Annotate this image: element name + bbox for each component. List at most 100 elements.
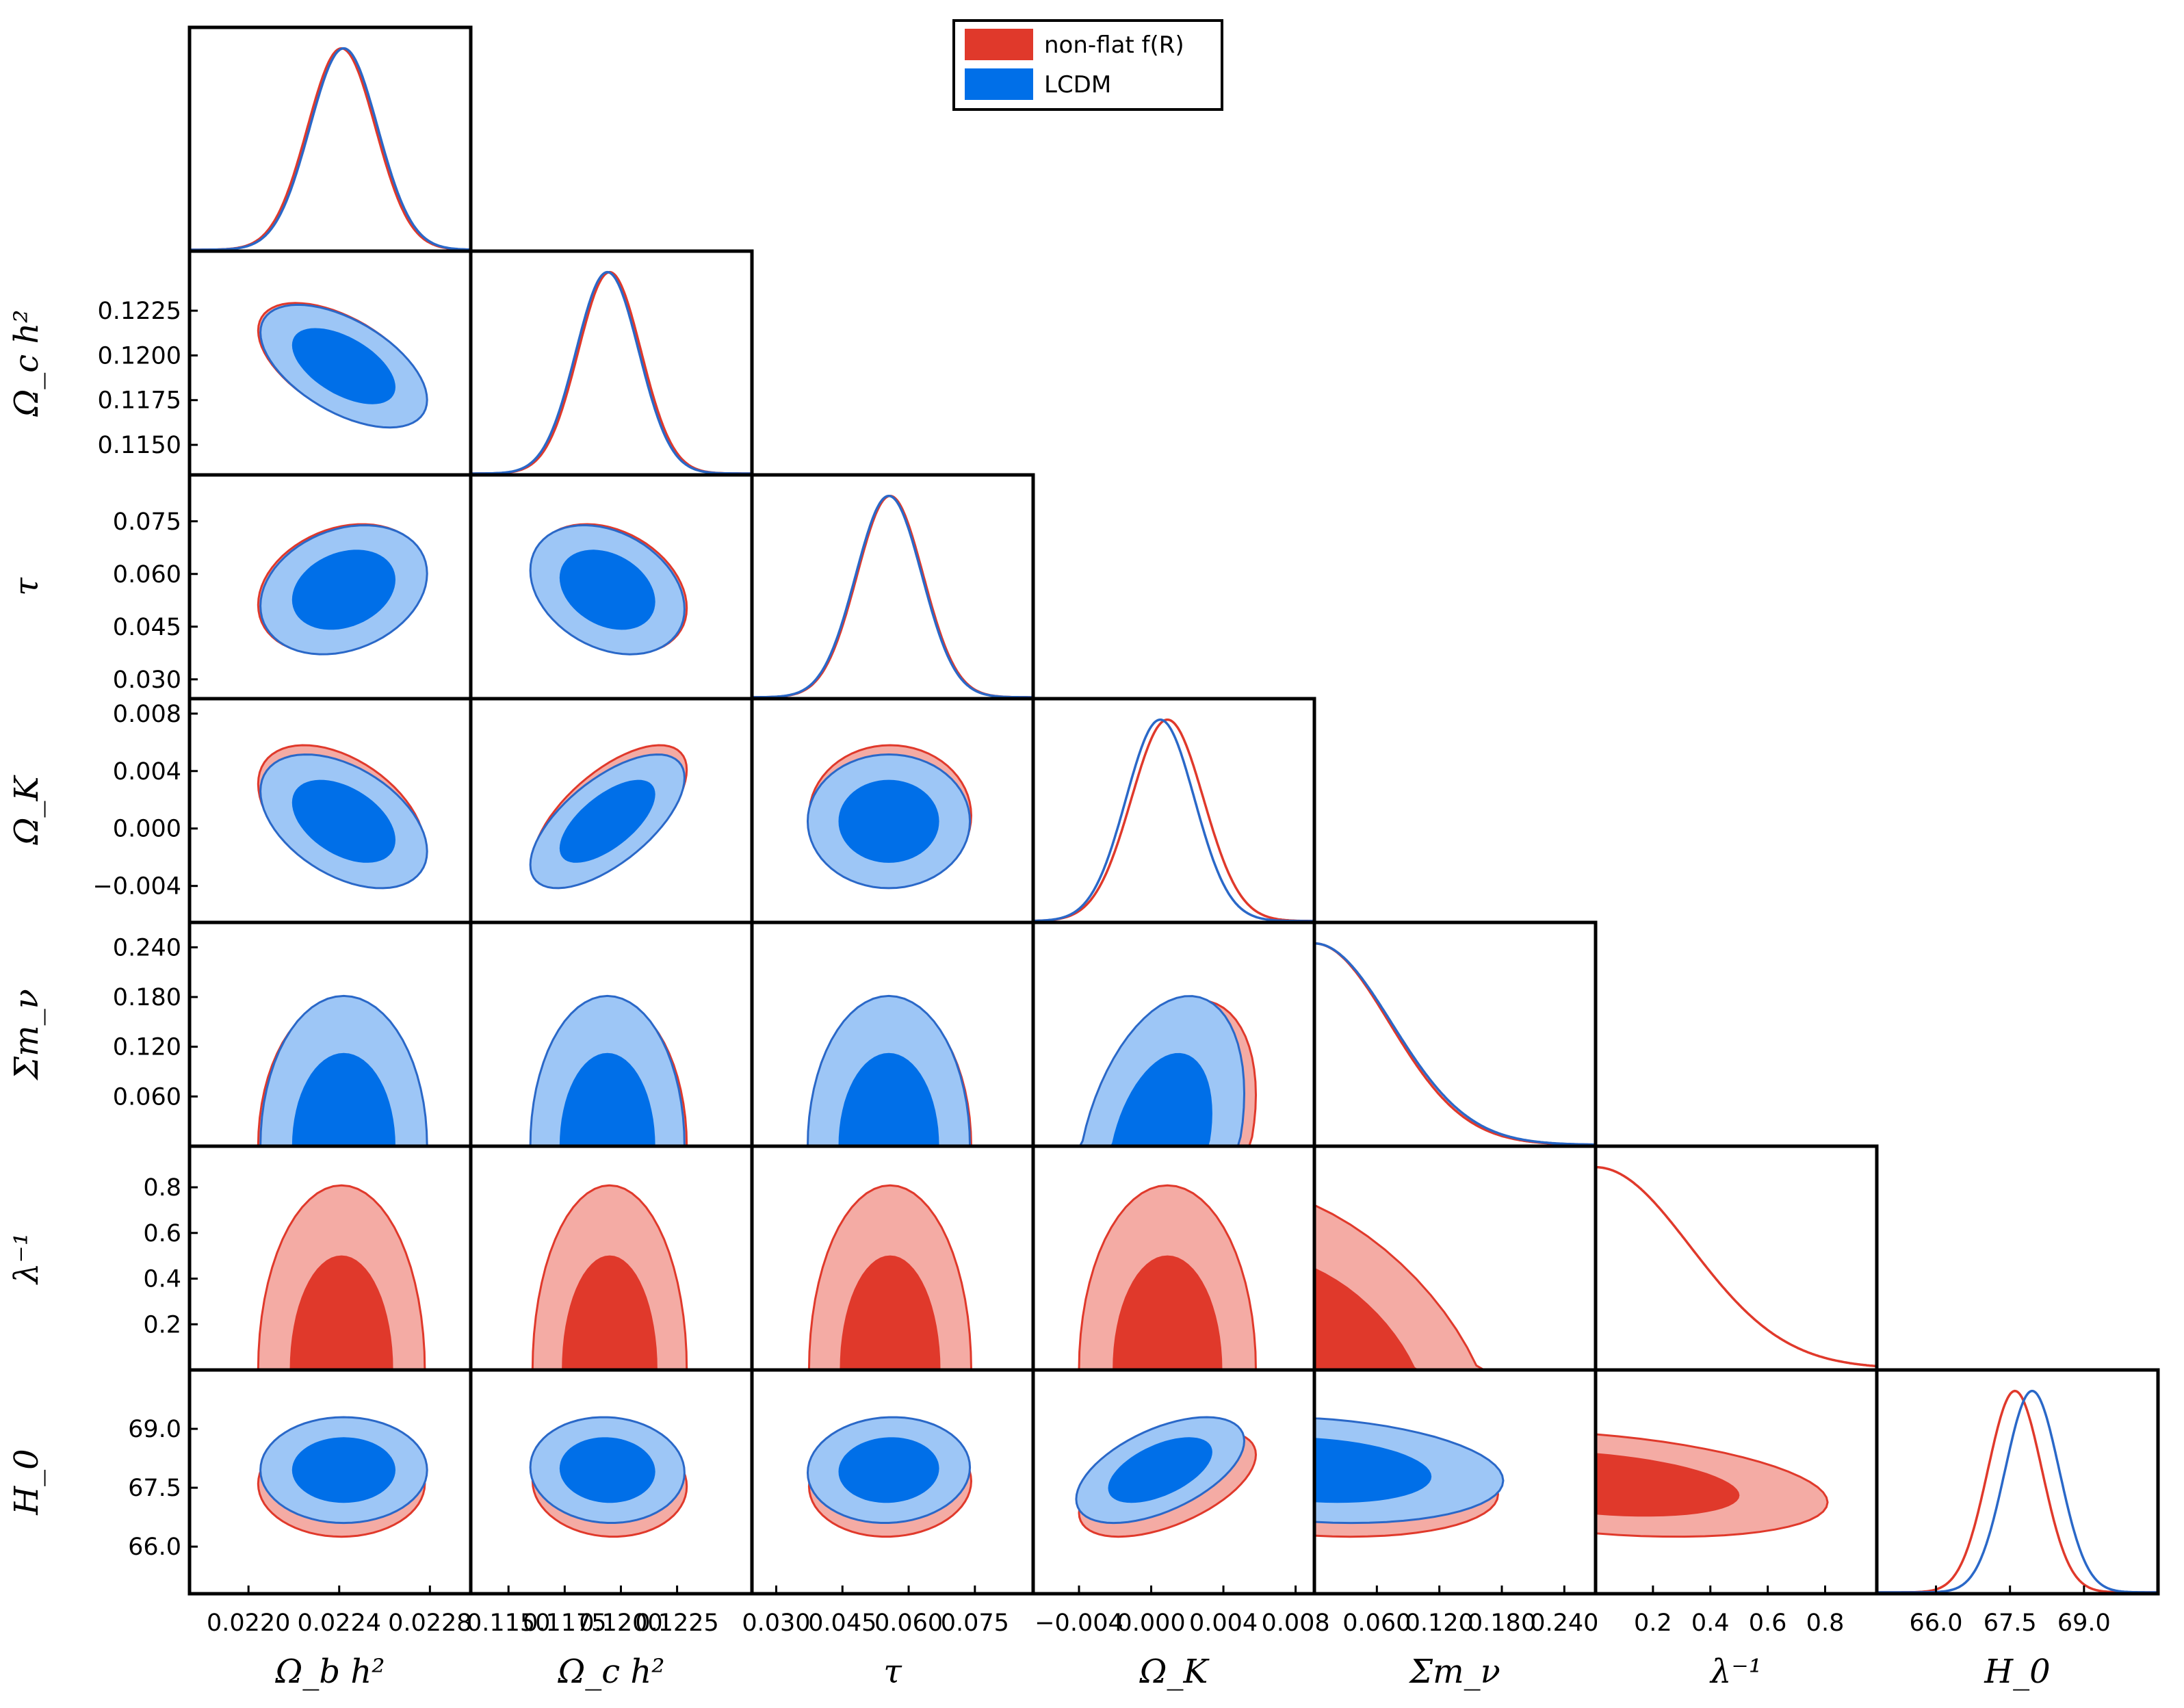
panel-body: [1314, 942, 1596, 1146]
y-tick-label: 0.1225: [98, 298, 181, 325]
legend: non-flat f(R) LCDM: [952, 19, 1223, 111]
panel-tau-ombh2: 0.030 0.045 0.060 0.075 τ: [8, 473, 473, 701]
panel-body: [471, 270, 752, 475]
panel-body: [1075, 1416, 1258, 1538]
panel-H0-H0: 66.0 67.5 69.0H_0: [1875, 1368, 2160, 1691]
y-axis-label: H_0: [8, 1449, 46, 1515]
contour-68-lcdm: [291, 1052, 395, 1146]
y-axis-label: λ⁻¹: [8, 1232, 46, 1285]
y-tick-label: 0.2: [143, 1311, 181, 1338]
contour-68-lcdm: [559, 779, 655, 863]
x-tick-label: 0.1175: [523, 1609, 606, 1637]
panel-mnu-tau: [750, 920, 1035, 1148]
panel-body: [257, 1416, 428, 1538]
x-tick-label: 0.008: [1261, 1609, 1329, 1637]
marginal-nonflat: [471, 270, 752, 475]
panel-body: [257, 994, 428, 1146]
y-tick-label: 0.1200: [98, 342, 181, 370]
panel-frame: [1312, 920, 1598, 1148]
contour-68-lcdm: [291, 328, 395, 404]
x-axis-label: Ω_b h²: [275, 1653, 385, 1691]
x-tick-label: 69.0: [2057, 1609, 2111, 1637]
marginal-lcdm: [190, 47, 471, 251]
panel-mnu-mnu: [1312, 920, 1598, 1148]
y-tick-label: 0.008: [113, 701, 181, 728]
x-axis-label: Σm_ν: [1408, 1653, 1500, 1691]
panel-H0-lam: 0.2 0.4 0.6 0.8 λ⁻¹: [1594, 1368, 1879, 1691]
panel-ombh2-ombh2: [187, 25, 473, 253]
panel-frame: [1594, 1144, 1879, 1372]
panel-body: [529, 994, 688, 1146]
x-tick-label: 67.5: [1984, 1609, 2037, 1637]
y-axis-label: Ω_K: [8, 775, 46, 846]
panel-mnu-omk: [1031, 920, 1316, 1148]
panel-lam-omk: [1031, 1144, 1316, 1372]
panel-body: [806, 994, 973, 1146]
y-tick-label: 66.0: [128, 1534, 181, 1561]
panel-body: [529, 744, 688, 890]
contour-68-nonflat: [1314, 1255, 1429, 1370]
x-tick-label: 66.0: [1910, 1609, 1963, 1637]
panel-lam-mnu: [1312, 1144, 1598, 1372]
panel-body: [1078, 1184, 1258, 1370]
panel-mnu-omch2: [469, 920, 754, 1148]
panel-body: [1596, 1431, 1829, 1538]
x-tick-label: 0.060: [1342, 1609, 1411, 1637]
marginal-lcdm: [1314, 942, 1596, 1146]
legend-label-nonflat: non-flat f(R): [1044, 31, 1184, 59]
marginal-nonflat: [190, 47, 471, 251]
panel-body: [1877, 1389, 2158, 1594]
x-axis-label: λ⁻¹: [1709, 1653, 1762, 1691]
panel-body: [257, 523, 428, 656]
contour-68-nonflat: [1596, 1451, 1740, 1517]
contour-68-lcdm: [838, 1437, 939, 1503]
panel-tau-omch2: [469, 473, 754, 701]
x-axis-label: τ: [883, 1653, 902, 1691]
x-tick-label: 0.0224: [298, 1609, 381, 1637]
x-tick-label: 0.180: [1468, 1609, 1536, 1637]
panel-lam-tau: [750, 1144, 1035, 1372]
panel-body: [1076, 995, 1258, 1146]
legend-label-lcdm: LCDM: [1044, 71, 1111, 99]
legend-swatch-lcdm: [965, 68, 1033, 100]
x-tick-label: 0.000: [1117, 1609, 1185, 1637]
x-tick-label: 0.004: [1189, 1609, 1258, 1637]
marginal-lcdm: [752, 494, 1033, 699]
panel-mnu-ombh2: 0.060 0.120 0.180 0.240 Σm_ν: [8, 920, 473, 1148]
panel-body: [1596, 1165, 1877, 1368]
panel-body: [806, 1416, 973, 1538]
y-tick-label: 0.120: [113, 1034, 181, 1061]
x-axis-label: H_0: [1984, 1653, 2050, 1691]
panel-omk-ombh2: −0.004 0.000 0.004 0.008 Ω_K: [8, 697, 473, 924]
panel-omk-omch2: [469, 697, 754, 924]
x-tick-label: 0.4: [1691, 1609, 1730, 1637]
y-tick-label: 0.060: [113, 561, 181, 588]
y-axis-label: τ: [8, 577, 46, 596]
x-tick-label: 0.1150: [467, 1609, 550, 1637]
contour-68-lcdm: [291, 779, 395, 863]
y-tick-label: 0.8: [143, 1174, 181, 1202]
x-tick-label: 0.0228: [388, 1609, 471, 1637]
x-axis-label: Ω_c h²: [557, 1653, 664, 1691]
panel-body: [529, 1416, 688, 1538]
x-tick-label: 0.6: [1749, 1609, 1787, 1637]
y-tick-label: 0.030: [113, 667, 181, 694]
marginal-nonflat: [1314, 942, 1596, 1146]
y-tick-label: 0.6: [143, 1220, 181, 1247]
panel-body: [257, 302, 428, 429]
x-tick-label: 0.060: [874, 1609, 943, 1637]
y-tick-label: 67.5: [128, 1475, 181, 1502]
contour-68-nonflat: [289, 1255, 393, 1370]
x-tick-label: 0.2: [1634, 1609, 1672, 1637]
y-tick-label: 0.1175: [98, 387, 181, 415]
x-tick-label: 0.075: [941, 1609, 1009, 1637]
panel-body: [257, 1184, 426, 1370]
y-axis-label: Σm_ν: [8, 989, 46, 1081]
panel-omch2-ombh2: 0.1150 0.1175 0.1200 0.1225 Ω_c h²: [8, 249, 473, 477]
